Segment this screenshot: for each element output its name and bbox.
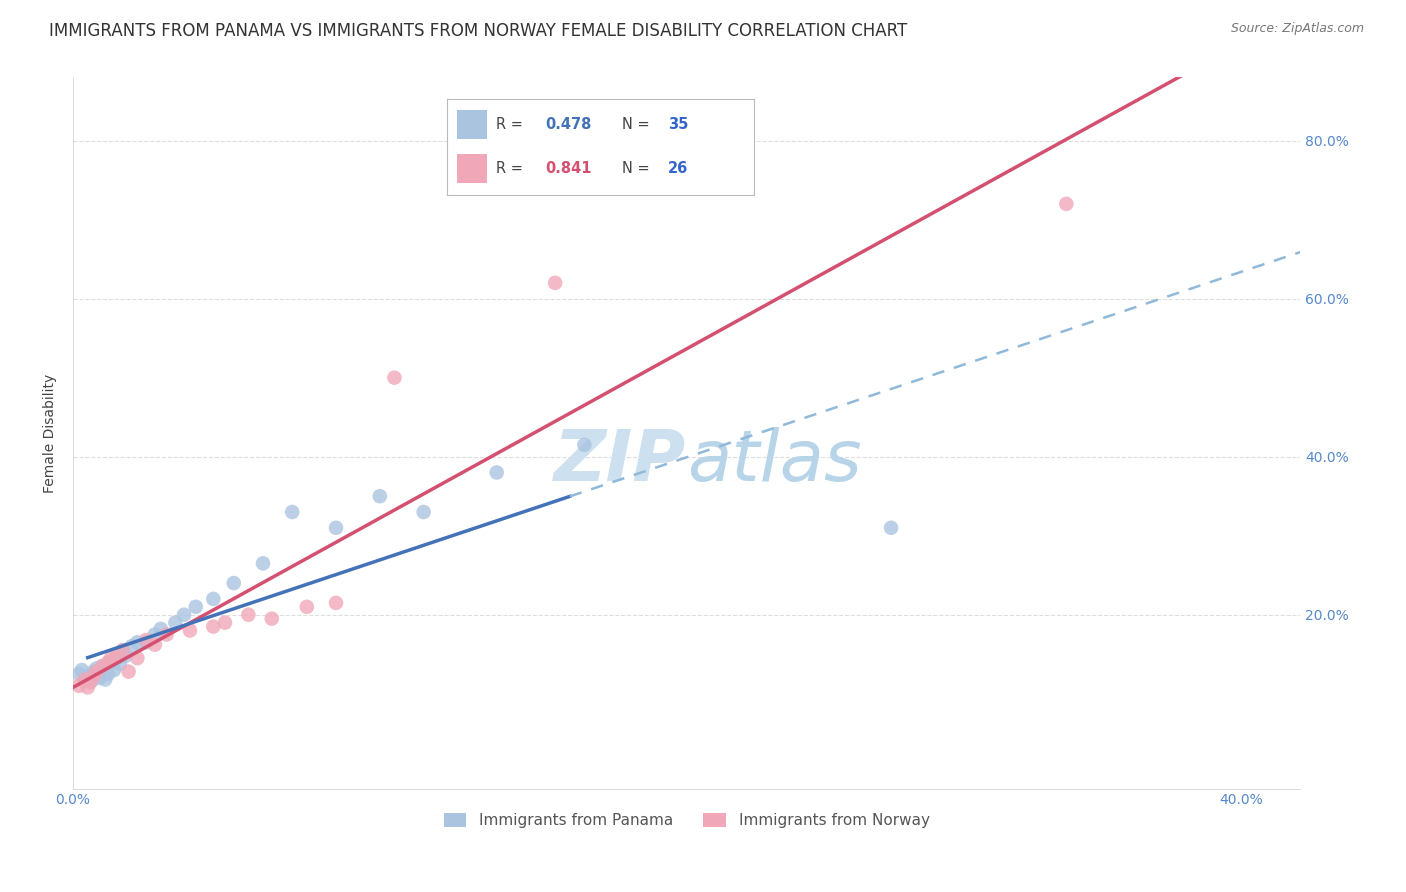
Point (1054, 197, 1077, 211)
Point (83, 665, 105, 679)
Point (384, 370, 406, 384)
Point (79, 674, 101, 689)
Point (97, 667, 120, 681)
Point (114, 648, 136, 663)
Point (165, 615, 187, 630)
Point (108, 657, 131, 671)
Point (67, 667, 90, 681)
Point (202, 591, 225, 606)
Point (260, 612, 283, 626)
Point (111, 643, 134, 657)
Point (544, 276, 567, 290)
Point (89, 671, 111, 685)
Point (76, 681, 98, 695)
Point (202, 619, 225, 633)
Point (91, 659, 114, 673)
Point (73, 673, 96, 687)
Point (103, 663, 125, 677)
Point (252, 557, 274, 571)
Text: IMMIGRANTS FROM PANAMA VS IMMIGRANTS FROM NORWAY FEMALE DISABILITY CORRELATION C: IMMIGRANTS FROM PANAMA VS IMMIGRANTS FRO… (49, 22, 907, 40)
Point (281, 505, 304, 519)
Point (83, 669, 105, 683)
Legend: Immigrants from Panama, Immigrants from Norway: Immigrants from Panama, Immigrants from … (437, 807, 936, 834)
Point (179, 624, 201, 638)
Text: ZIP: ZIP (554, 427, 686, 496)
Point (111, 643, 134, 657)
Point (143, 638, 166, 652)
Point (325, 521, 347, 535)
Point (100, 655, 122, 669)
Point (412, 505, 434, 519)
Text: atlas: atlas (686, 427, 862, 496)
Point (105, 651, 128, 665)
Point (574, 438, 596, 452)
Point (214, 615, 236, 630)
Point (127, 635, 149, 649)
Point (135, 632, 157, 647)
Point (143, 627, 166, 641)
Point (76, 669, 98, 683)
Point (127, 651, 149, 665)
Point (67, 679, 90, 693)
Point (94, 673, 117, 687)
Point (295, 599, 318, 614)
Point (97, 655, 120, 669)
Point (73, 673, 96, 687)
Point (184, 599, 207, 614)
Point (91, 659, 114, 673)
Point (238, 607, 260, 622)
Point (79, 674, 101, 689)
Point (121, 640, 143, 654)
Point (368, 489, 391, 503)
Text: Source: ZipAtlas.com: Source: ZipAtlas.com (1230, 22, 1364, 36)
Point (880, 521, 903, 535)
Point (222, 576, 245, 591)
Point (70, 663, 93, 677)
Point (86, 661, 108, 675)
Point (173, 607, 195, 622)
Y-axis label: Female Disability: Female Disability (44, 374, 58, 492)
Point (325, 596, 347, 610)
Point (485, 466, 508, 480)
Point (86, 665, 108, 679)
Point (105, 648, 128, 663)
Point (135, 635, 157, 649)
Point (117, 665, 139, 679)
Point (149, 622, 172, 636)
Point (100, 651, 122, 665)
Point (155, 627, 177, 641)
